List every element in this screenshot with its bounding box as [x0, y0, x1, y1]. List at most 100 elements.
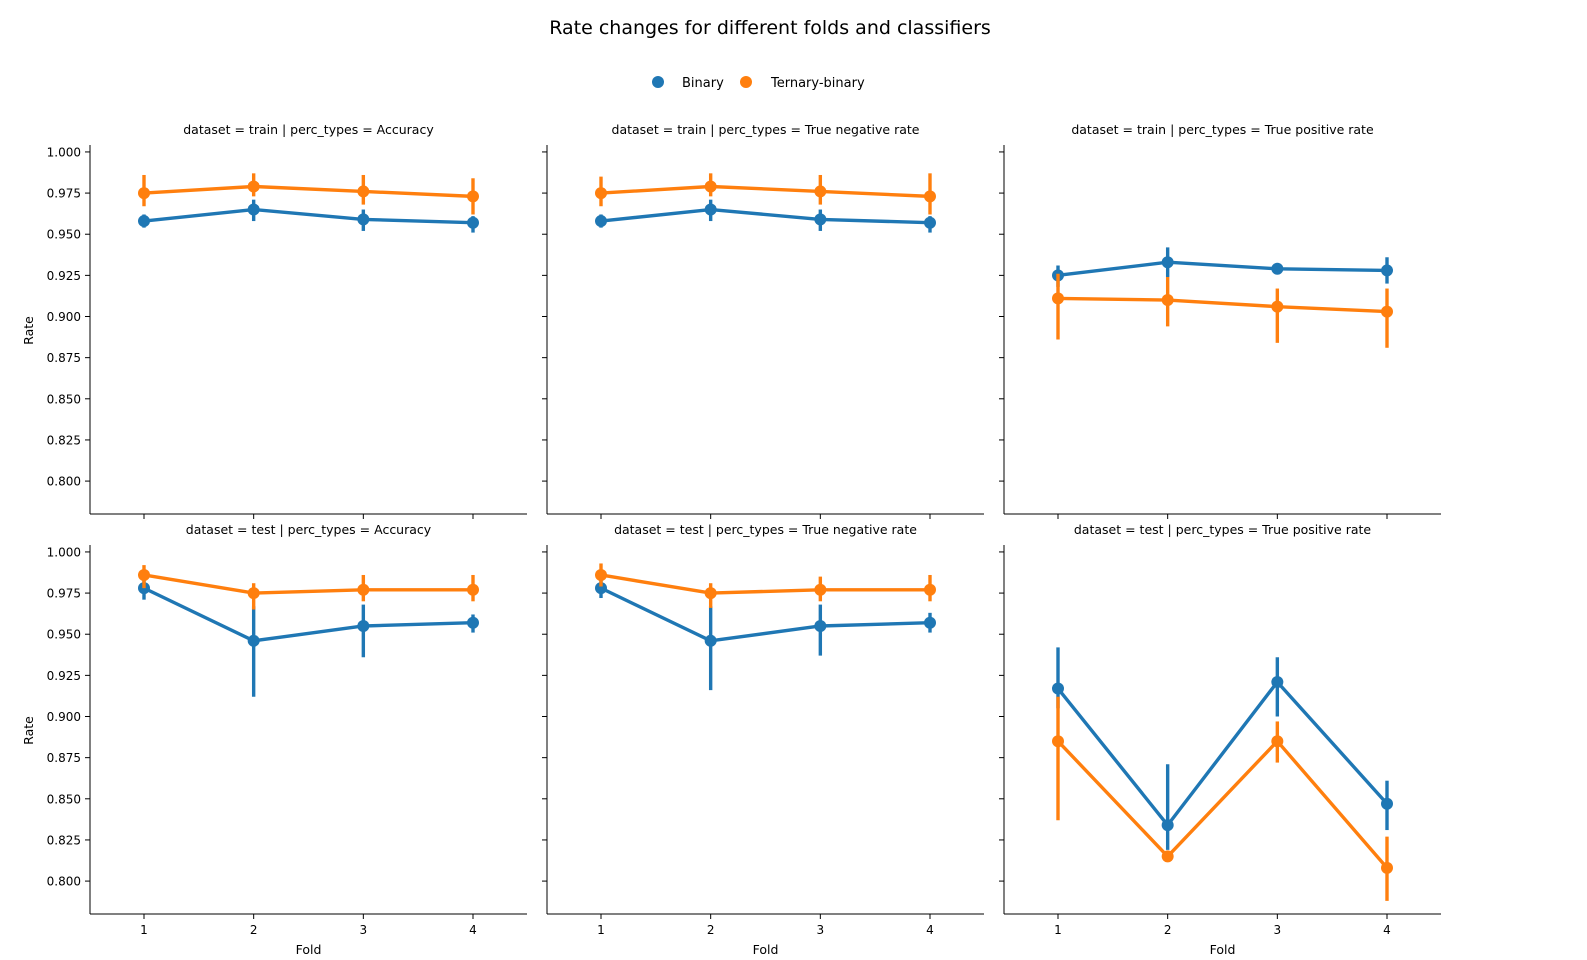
data-point	[704, 180, 717, 193]
y-tick-label: 0.800	[47, 875, 81, 889]
data-point	[357, 213, 370, 226]
y-tick-label: 0.925	[47, 269, 81, 283]
series-line	[1057, 296, 1388, 314]
data-point	[814, 185, 827, 198]
data-point	[1381, 264, 1393, 277]
data-point	[704, 203, 717, 216]
series-binary	[138, 199, 479, 233]
panel-title: dataset = train | perc_types = Accuracy	[183, 122, 434, 137]
facet-panel-5: dataset = test | perc_types = True negat…	[542, 522, 984, 957]
data-point	[924, 616, 936, 629]
facet-panel-4: dataset = test | perc_types = Accuracy 0.…	[21, 522, 527, 957]
x-axis-label: Fold	[753, 942, 779, 957]
series-binary	[138, 578, 479, 697]
data-point	[814, 213, 827, 226]
y-tick-label: 0.900	[47, 710, 81, 724]
series-binary	[595, 199, 936, 233]
data-point	[1271, 675, 1284, 688]
y-tick-label: 0.950	[47, 628, 81, 642]
x-tick-label: 4	[469, 923, 477, 937]
series-line	[143, 207, 474, 225]
y-tick-label: 0.875	[47, 751, 81, 765]
series-ternary-binary	[595, 173, 936, 215]
y-tick-label: 0.900	[47, 310, 81, 324]
facet-panel-1: dataset = train | perc_types = Accuracy 0…	[21, 122, 527, 519]
data-point	[924, 190, 936, 203]
y-tick-label: 0.800	[47, 475, 81, 489]
data-point	[247, 203, 260, 216]
series-line	[1056, 739, 1389, 870]
data-point	[595, 568, 607, 581]
x-axis-label: Fold	[296, 942, 322, 957]
series-ternary-binary	[1052, 696, 1393, 901]
data-point	[467, 190, 479, 203]
series-ternary-binary	[1052, 273, 1393, 348]
panel-title: dataset = train | perc_types = True posi…	[1071, 122, 1374, 137]
data-point	[138, 568, 150, 581]
series-ternary-binary	[595, 563, 936, 608]
series-binary	[595, 578, 936, 691]
data-point	[1381, 797, 1393, 810]
legend-label-binary: Binary	[682, 76, 724, 91]
data-point	[924, 583, 936, 596]
series-line	[143, 573, 473, 595]
data-point	[247, 634, 260, 647]
data-point	[357, 619, 370, 632]
data-point	[814, 619, 827, 632]
facet-panel-3: dataset = train | perc_types = True posi…	[999, 122, 1441, 519]
data-point	[1052, 682, 1064, 695]
legend-label-ternary-binary: Ternary-binary	[770, 76, 865, 91]
y-axis-label: Rate	[21, 716, 36, 745]
data-point	[924, 216, 936, 229]
panel-title: dataset = test | perc_types = True negat…	[614, 522, 917, 537]
series-line	[1057, 260, 1388, 278]
y-tick-label: 0.825	[47, 433, 81, 447]
data-point	[357, 583, 370, 596]
series-binary	[1052, 647, 1393, 850]
x-tick-label: 4	[926, 923, 934, 937]
series-line	[143, 586, 474, 643]
y-tick-label: 0.975	[47, 187, 81, 201]
data-point	[467, 616, 479, 629]
y-tick-label: 0.950	[47, 228, 81, 242]
chart-title: Rate changes for different folds and cla…	[549, 17, 991, 39]
x-tick-label: 3	[817, 923, 825, 937]
data-point	[1161, 819, 1174, 832]
x-tick-label: 2	[250, 923, 258, 937]
y-tick-label: 0.850	[47, 392, 81, 406]
series-line	[600, 184, 931, 199]
panel-title: dataset = test | perc_types = Accuracy	[186, 522, 432, 537]
data-point	[595, 215, 607, 228]
x-tick-label: 4	[1383, 923, 1391, 937]
data-point	[138, 187, 150, 200]
data-point	[595, 582, 607, 595]
data-point	[704, 634, 717, 647]
x-tick-label: 1	[1054, 923, 1062, 937]
data-point	[1161, 850, 1174, 863]
data-point	[467, 583, 479, 596]
data-point	[595, 187, 607, 200]
facet-grid: dataset = train | perc_types = Accuracy 0…	[21, 122, 1441, 957]
series-line	[143, 184, 474, 199]
data-point	[1161, 294, 1174, 307]
data-point	[1381, 305, 1393, 318]
panel-title: dataset = test | perc_types = True posit…	[1074, 522, 1372, 537]
series-ternary-binary	[138, 173, 479, 215]
facet-panel-6: dataset = test | perc_types = True posit…	[999, 522, 1441, 957]
x-axis-label: Fold	[1210, 942, 1236, 957]
y-tick-label: 1.000	[47, 145, 81, 159]
data-point	[704, 587, 717, 600]
data-point	[467, 216, 479, 229]
y-tick-label: 1.000	[47, 545, 81, 559]
x-tick-label: 1	[140, 923, 148, 937]
y-tick-label: 0.875	[47, 351, 81, 365]
y-tick-label: 0.850	[47, 792, 81, 806]
legend: Binary Ternary-binary	[652, 76, 865, 91]
x-tick-label: 1	[597, 923, 605, 937]
series-line	[600, 573, 930, 595]
data-point	[1381, 861, 1393, 874]
series-line	[1056, 680, 1389, 827]
data-point	[814, 583, 827, 596]
y-tick-label: 0.825	[47, 833, 81, 847]
